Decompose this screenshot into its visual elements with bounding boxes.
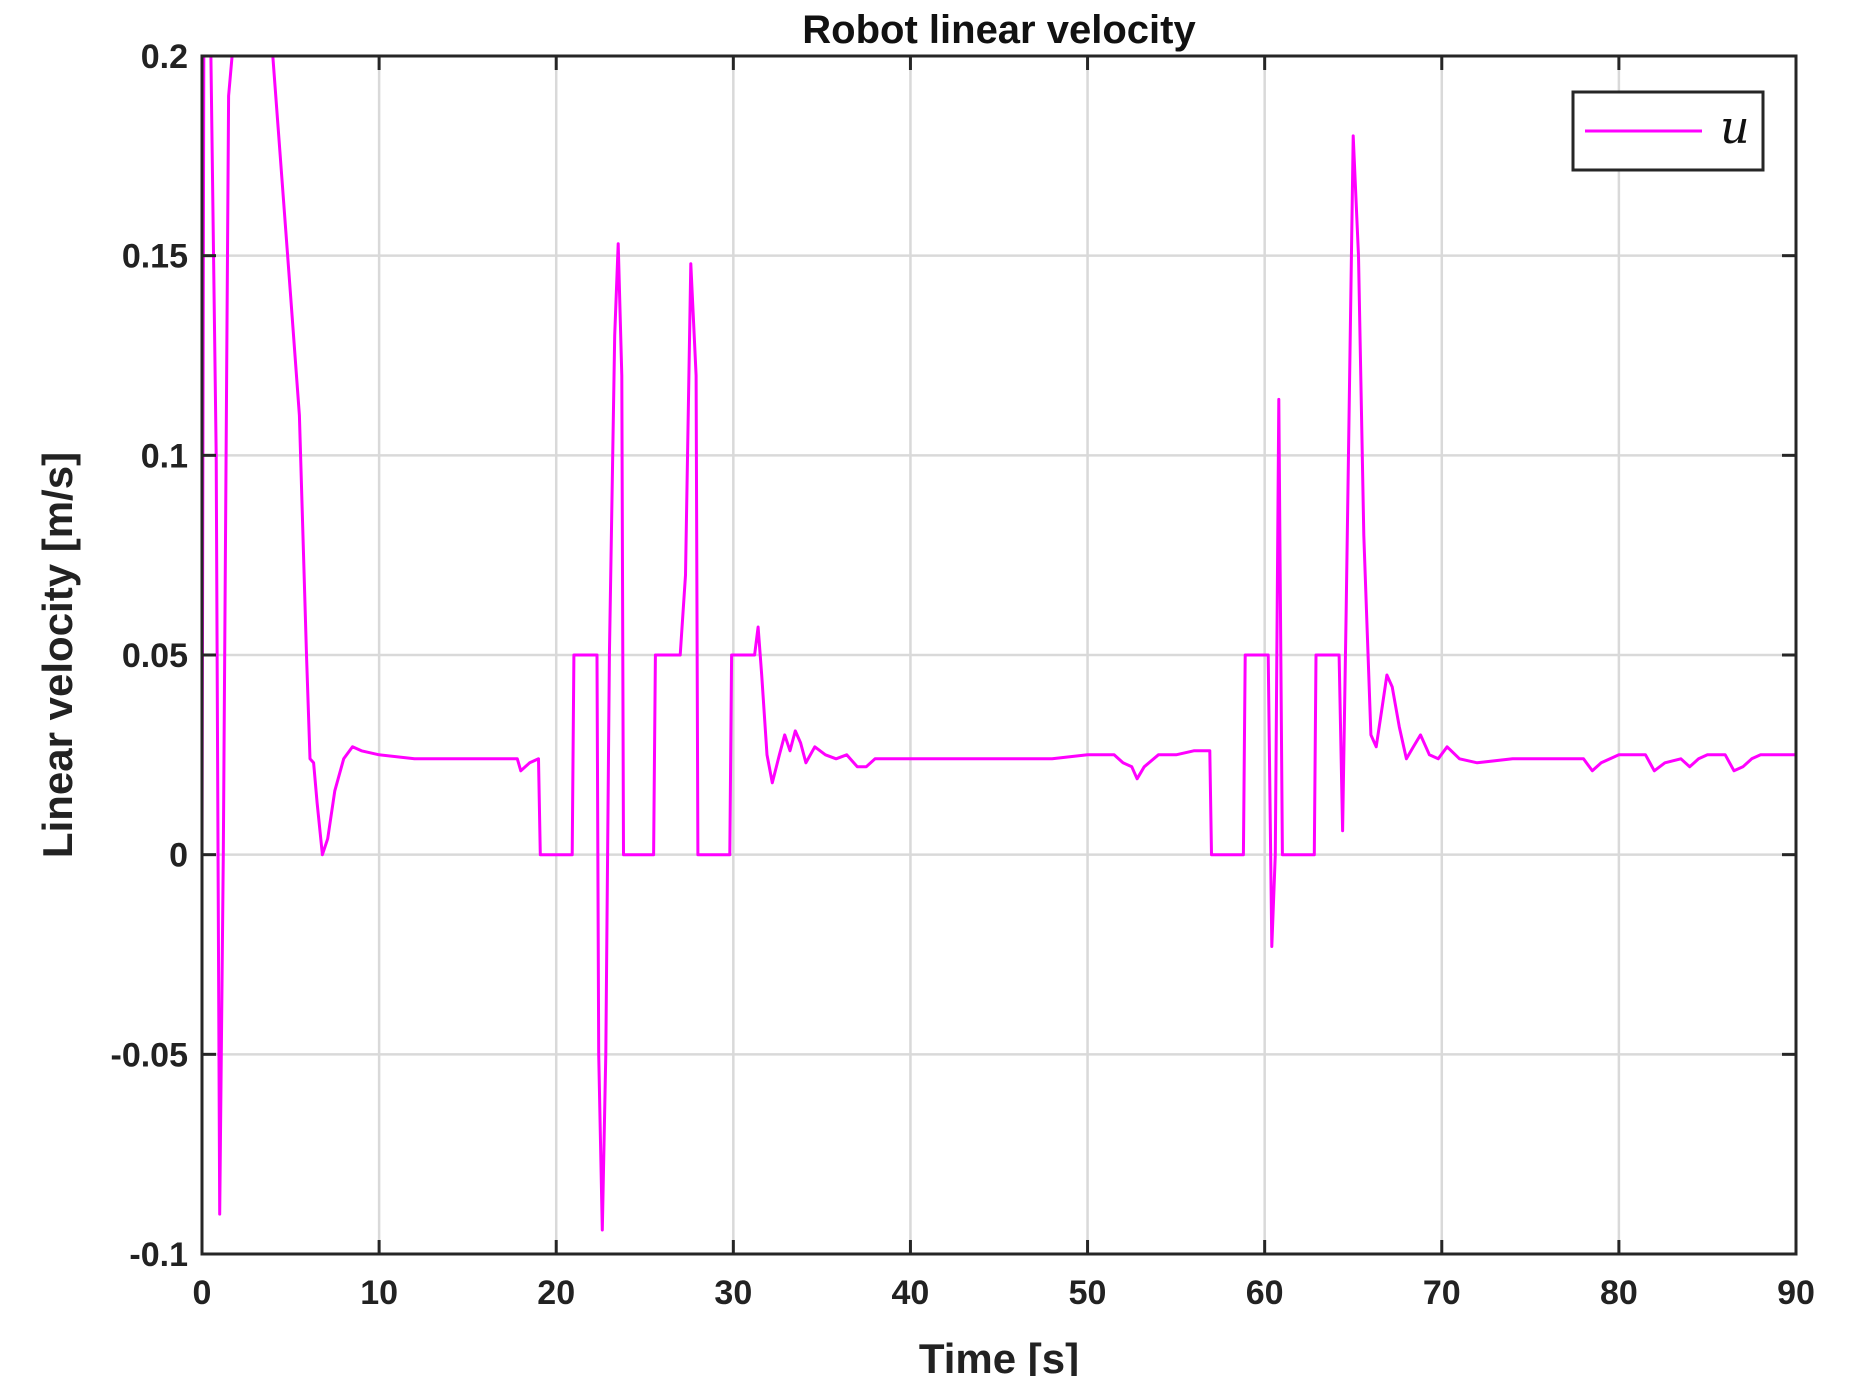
legend: u (1571, 90, 1765, 172)
y-tick-label: 0.2 (141, 38, 188, 76)
series-layer (200, 54, 1796, 1232)
y-tick-label: 0.05 (122, 637, 188, 675)
y-tick-label: 0.15 (122, 238, 188, 276)
x-tick-labels: 0 10 20 30 40 50 60 70 80 90 (193, 1274, 1815, 1312)
x-tick-label: 40 (892, 1274, 930, 1312)
x-tick-label: 20 (537, 1274, 575, 1312)
x-axis-title: Time [s] (919, 1335, 1079, 1376)
y-tick-labels: -0.1 -0.05 0 0.05 0.1 0.15 0.2 (111, 38, 189, 1274)
x-tick-label: 0 (193, 1274, 212, 1312)
y-tick-label: -0.05 (111, 1036, 189, 1074)
y-axis-title: Linear velocity [m/s] (34, 452, 81, 858)
chart-title: Robot linear velocity (802, 8, 1196, 52)
y-tick-label: 0.1 (141, 437, 188, 475)
plot-area-frame (200, 54, 1798, 1256)
x-tick-label: 50 (1069, 1274, 1107, 1312)
x-tick-label: 80 (1600, 1274, 1638, 1312)
x-tick-label: 30 (714, 1274, 752, 1312)
x-tick-label: 90 (1777, 1274, 1815, 1312)
y-tick-label: 0 (169, 837, 188, 875)
x-tick-label: 10 (360, 1274, 398, 1312)
x-tick-label: 60 (1246, 1274, 1284, 1312)
series-line-u (200, 54, 1796, 1232)
x-tick-label: 70 (1423, 1274, 1461, 1312)
y-tick-label: -0.1 (129, 1236, 188, 1274)
legend-label-u: u (1720, 100, 1750, 154)
